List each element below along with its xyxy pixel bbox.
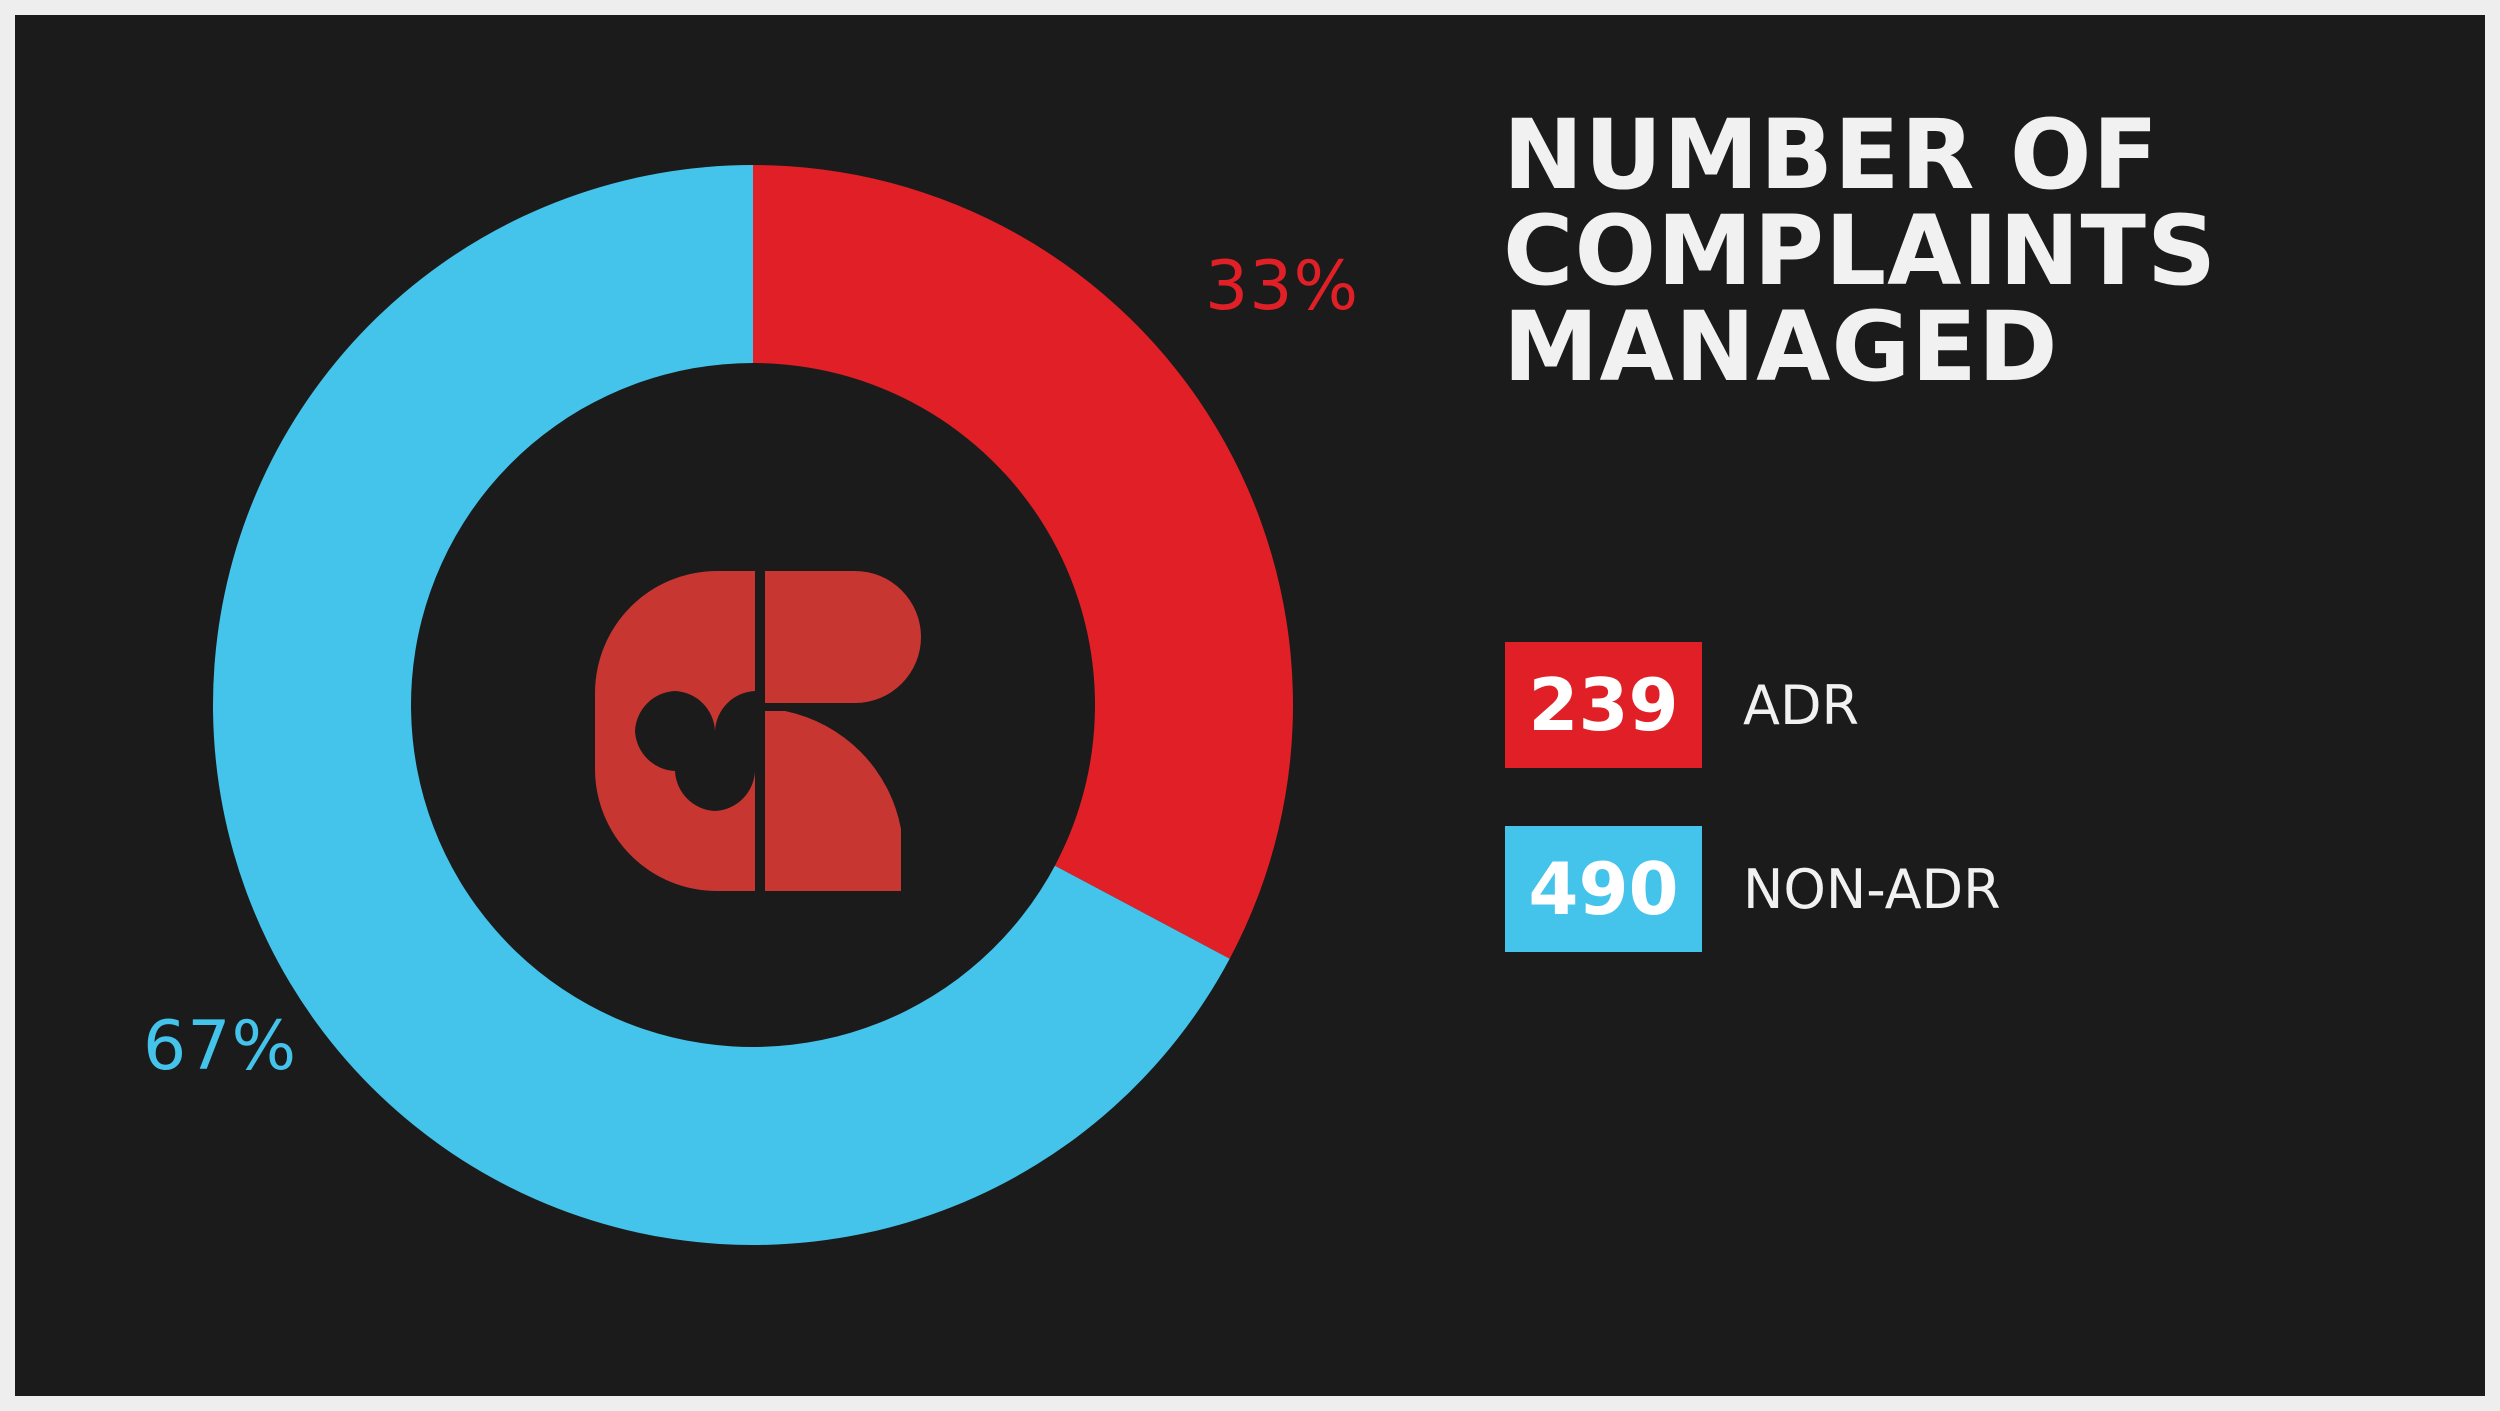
donut-slice-adr: [753, 165, 1293, 959]
chart-title: NUMBER OF COMPLAINTS MANAGED: [1503, 107, 2403, 395]
donut-slices: [212, 165, 1293, 1245]
donut-slice-non-adr: [212, 165, 1230, 1245]
chart-title-line-1: NUMBER OF: [1503, 99, 2160, 211]
chart-title-line-2: COMPLAINTS: [1503, 195, 2218, 307]
legend-label-non-adr: NON-ADR: [1743, 857, 2001, 921]
slice-label-non-adr-percent: 67%: [143, 1007, 298, 1086]
legend-value-non-adr: 490: [1505, 826, 1702, 952]
infographic-panel: 33% 67% NUMBER OF COMPLAINTS MANAGED 239…: [15, 15, 2485, 1396]
logo-top-right-part: [765, 571, 921, 703]
logo-bottom-left-part: [595, 731, 755, 891]
cr-monogram-logo: [595, 571, 921, 891]
chart-title-line-3: MANAGED: [1503, 291, 2059, 403]
legend-value-adr: 239: [1505, 642, 1702, 768]
logo-bottom-right-part: [765, 711, 901, 891]
slice-label-adr-percent: 33%: [1205, 247, 1360, 326]
legend-label-adr: ADR: [1743, 673, 1860, 737]
donut-chart: [212, 165, 1293, 1245]
logo-top-left-part: [595, 571, 755, 731]
